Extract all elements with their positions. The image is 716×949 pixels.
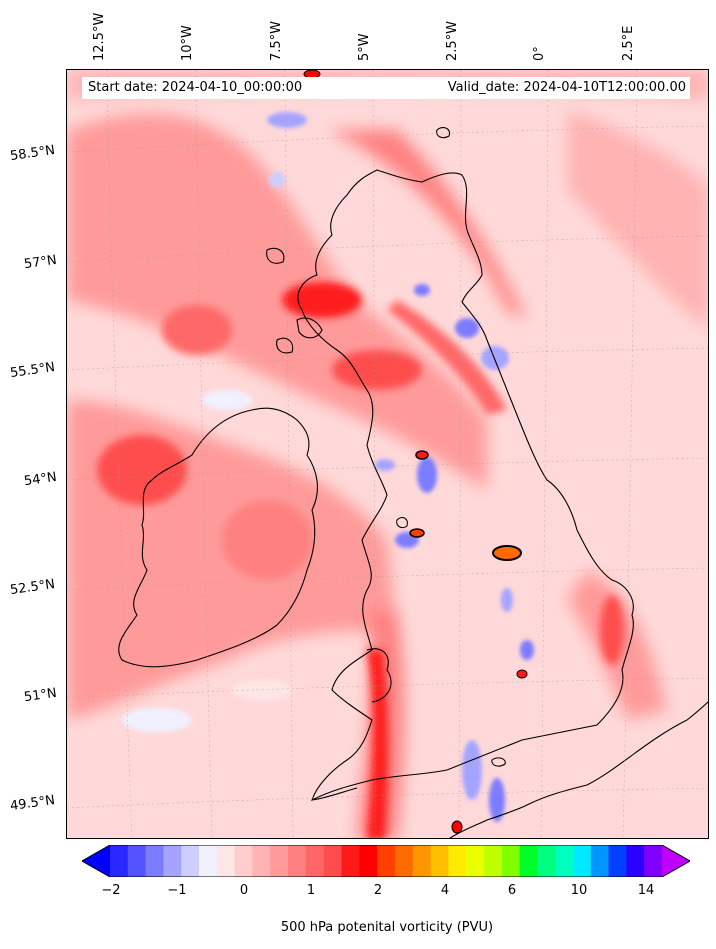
colorbar-swatch xyxy=(448,845,467,877)
lat-tick-49.5n: 49.5°N xyxy=(9,792,56,815)
colorbar-swatch xyxy=(270,845,289,877)
pv-negative-anomalies xyxy=(122,112,534,822)
pv-field-svg xyxy=(67,70,708,838)
colorbar-min-extend xyxy=(82,845,110,877)
colorbar-swatch xyxy=(519,845,538,877)
colorbar-tick: 2 xyxy=(373,883,383,898)
lon-tick-2.5w: 2.5°W xyxy=(445,20,460,61)
colorbar-swatch xyxy=(163,845,182,877)
lon-tick-5w: 5°W xyxy=(357,33,372,61)
colorbar-swatch xyxy=(252,845,271,877)
colorbar-max-extend xyxy=(662,845,690,877)
lon-tick-0: 0° xyxy=(532,46,547,61)
colorbar-swatch xyxy=(608,845,627,877)
colorbar-swatch xyxy=(466,845,485,877)
colorbar-swatch xyxy=(590,845,610,877)
lat-tick-57n: 57°N xyxy=(23,252,58,273)
colorbar-swatch xyxy=(644,845,663,877)
colorbar-tick: 10 xyxy=(570,883,588,898)
colorbar-swatch xyxy=(305,845,325,877)
colorbar-tick: 6 xyxy=(507,883,517,898)
valid-date: Valid_date: 2024-04-10T12:00:00.00 xyxy=(447,80,686,95)
colorbar-tick: −1 xyxy=(167,883,187,898)
colorbar-swatch xyxy=(323,845,342,877)
pv-map xyxy=(66,69,709,839)
colorbar-swatch xyxy=(537,845,556,877)
coastlines xyxy=(118,127,708,838)
lon-tick-10w: 10°W xyxy=(180,25,195,61)
colorbar-tick: 4 xyxy=(440,883,450,898)
lat-tick-51n: 51°N xyxy=(23,685,58,706)
colorbar-swatch xyxy=(430,845,449,877)
lon-tick-12.5w: 12.5°W xyxy=(92,12,107,61)
start-date: Start date: 2024-04-10_00:00:00 xyxy=(88,80,303,95)
colorbar-svg xyxy=(80,844,692,878)
lon-tick-7.5w: 7.5°W xyxy=(269,20,284,61)
colorbar-swatch xyxy=(626,845,645,877)
lon-tick-2.5e: 2.5°E xyxy=(621,25,636,61)
lat-tick-58.5n: 58.5°N xyxy=(9,142,56,165)
colorbar-swatch xyxy=(110,845,129,877)
colorbar-swatch xyxy=(216,845,236,877)
colorbar-swatch xyxy=(288,845,307,877)
colorbar-tick: 14 xyxy=(637,883,655,898)
colorbar xyxy=(80,844,692,878)
colorbar-tick: 1 xyxy=(306,883,316,898)
colorbar-swatch xyxy=(394,845,414,877)
colorbar-swatch xyxy=(199,845,218,877)
colorbar-swatch xyxy=(145,845,164,877)
colorbar-tick: −2 xyxy=(101,883,121,898)
lat-tick-55.5n: 55.5°N xyxy=(9,359,56,382)
colorbar-swatch xyxy=(181,845,200,877)
colorbar-tick: 0 xyxy=(239,883,249,898)
colorbar-swatch xyxy=(127,845,147,877)
date-header: Start date: 2024-04-10_00:00:00 Valid_da… xyxy=(82,77,690,99)
colorbar-swatch xyxy=(234,845,253,877)
colorbar-swatch xyxy=(359,845,378,877)
pv-positive-spots xyxy=(303,70,528,834)
lat-tick-54n: 54°N xyxy=(23,469,58,490)
colorbar-swatch xyxy=(501,845,521,877)
colorbar-swatch xyxy=(341,845,360,877)
graticule xyxy=(67,70,708,838)
colorbar-swatch xyxy=(572,845,592,877)
lat-tick-52.5n: 52.5°N xyxy=(9,576,56,599)
colorbar-swatch xyxy=(483,845,503,877)
colorbar-swatch xyxy=(377,845,396,877)
colorbar-swatch xyxy=(412,845,432,877)
colorbar-swatch xyxy=(555,845,574,877)
colorbar-label: 500 hPa potenital vorticity (PVU) xyxy=(280,920,494,935)
